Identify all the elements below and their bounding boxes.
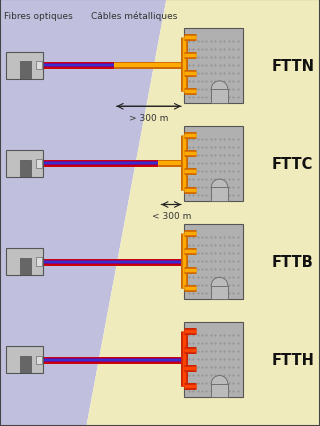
Bar	[36, 62, 43, 70]
Text: Câbles métalliques: Câbles métalliques	[91, 12, 178, 21]
Bar	[184, 323, 243, 397]
Text: FTTH: FTTH	[271, 352, 314, 368]
Bar	[20, 258, 31, 275]
Ellipse shape	[211, 376, 228, 392]
Bar	[184, 29, 243, 104]
Text: FTTC: FTTC	[272, 156, 314, 172]
Bar	[6, 150, 43, 177]
Ellipse shape	[211, 82, 228, 98]
Text: Fibres optiques: Fibres optiques	[4, 12, 73, 21]
Text: > 300 m: > 300 m	[129, 113, 169, 122]
Bar	[20, 62, 31, 79]
Bar	[6, 248, 43, 275]
Text: FTTN: FTTN	[271, 58, 314, 74]
Bar	[36, 356, 43, 364]
Bar	[36, 258, 43, 266]
Bar	[211, 384, 228, 397]
Bar	[36, 160, 43, 168]
Polygon shape	[86, 0, 320, 426]
Bar	[6, 347, 43, 373]
Bar	[211, 188, 228, 201]
Bar	[6, 52, 43, 79]
Ellipse shape	[211, 180, 228, 196]
Ellipse shape	[211, 278, 228, 294]
Polygon shape	[0, 0, 166, 426]
Bar	[20, 160, 31, 177]
Bar	[184, 127, 243, 201]
Bar	[211, 90, 228, 104]
Bar	[211, 286, 228, 299]
Text: FTTB: FTTB	[272, 254, 314, 270]
Bar	[184, 225, 243, 299]
Text: < 300 m: < 300 m	[151, 211, 191, 220]
Bar	[20, 356, 31, 373]
